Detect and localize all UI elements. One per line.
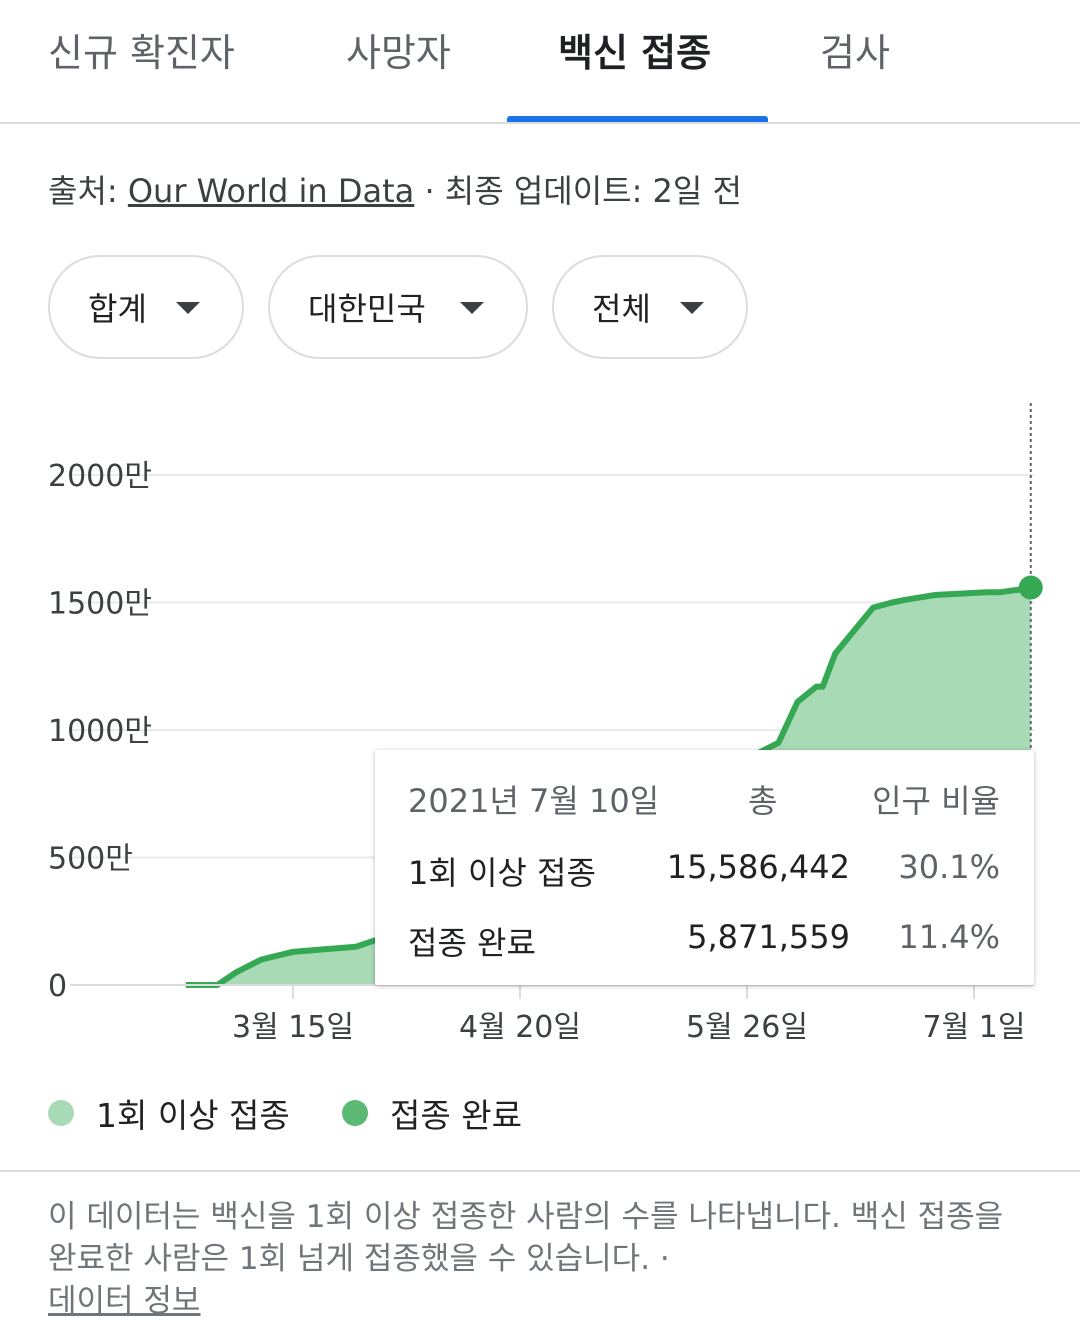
- filter-chip-label: 대한민국: [308, 290, 426, 328]
- x-tick-label: 5월 26일: [686, 1010, 808, 1045]
- active-tab-indicator: [507, 116, 768, 122]
- data-note: 이 데이터는 백신을 1회 이상 접종한 사람의 수를 나타냅니다. 백신 접종…: [48, 1196, 1038, 1322]
- tab-deaths[interactable]: 사망자: [346, 31, 451, 75]
- tooltip-header-total: 총: [748, 782, 778, 820]
- legend-label: 1회 이상 접종: [96, 1096, 290, 1135]
- last-updated: 최종 업데이트: 2일 전: [444, 172, 742, 210]
- tooltip-header-ratio: 인구 비율: [872, 782, 1000, 820]
- source-separator: ·: [414, 172, 445, 210]
- data-point-highlight: [1018, 575, 1043, 600]
- filter-chip-total[interactable]: 합계: [48, 255, 244, 359]
- dropdown-arrow-icon: [680, 302, 704, 314]
- tab-tests[interactable]: 검사: [820, 31, 890, 75]
- tab-vaccinations[interactable]: 백신 접종: [558, 31, 712, 75]
- chart-tooltip: 2021년 7월 10일 총 인구 비율 1회 이상 접종 15,586,442…: [375, 750, 1034, 985]
- tooltip-row-total: 15,586,442: [666, 848, 850, 886]
- note-separator: ·: [650, 1241, 670, 1277]
- y-tick-label: 1000만: [48, 714, 152, 749]
- source-prefix: 출처:: [48, 172, 128, 210]
- series-line-first-dose: [185, 584, 1032, 988]
- tooltip-date: 2021년 7월 10일: [408, 782, 660, 820]
- x-tick-label: 3월 15일: [232, 1010, 354, 1045]
- legend-swatch: [48, 1100, 74, 1126]
- y-tick-label: 500만: [48, 842, 133, 877]
- dropdown-arrow-icon: [460, 302, 484, 314]
- tooltip-row-ratio: 30.1%: [898, 848, 1000, 886]
- tooltip-row-ratio: 11.4%: [898, 918, 1000, 956]
- filter-chip-label: 전체: [592, 290, 651, 328]
- legend-swatch: [342, 1100, 368, 1126]
- y-tick-label: 1500만: [48, 587, 152, 622]
- x-tick-label: 4월 20일: [459, 1010, 581, 1045]
- tab-new-cases[interactable]: 신규 확진자: [48, 31, 235, 75]
- tooltip-row-total: 5,871,559: [687, 918, 850, 956]
- dropdown-arrow-icon: [176, 302, 200, 314]
- y-tick-label: 2000만: [48, 459, 152, 494]
- source-line: 출처: Our World in Data · 최종 업데이트: 2일 전: [48, 166, 742, 212]
- legend-label: 접종 완료: [390, 1096, 522, 1135]
- divider: [0, 1170, 1080, 1172]
- legend-item-fully-vaccinated: 접종 완료: [342, 1090, 522, 1136]
- tooltip-row-label: 접종 완료: [408, 924, 536, 962]
- tooltip-row-label: 1회 이상 접종: [408, 854, 596, 892]
- note-text: 이 데이터는 백신을 1회 이상 접종한 사람의 수를 나타냅니다. 백신 접종…: [48, 1199, 1004, 1277]
- x-tick-label: 7월 1일: [923, 1010, 1026, 1045]
- legend-item-first-dose: 1회 이상 접종: [48, 1090, 290, 1136]
- data-info-link[interactable]: 데이터 정보: [48, 1283, 201, 1319]
- source-link[interactable]: Our World in Data: [127, 172, 415, 210]
- filter-chip-age[interactable]: 전체: [552, 255, 748, 359]
- tab-bar: 신규 확진자 사망자 백신 접종 검사: [0, 0, 1080, 124]
- filter-chip-country[interactable]: 대한민국: [268, 255, 528, 359]
- filter-chip-label: 합계: [88, 290, 147, 328]
- y-tick-label: 0: [48, 969, 67, 1004]
